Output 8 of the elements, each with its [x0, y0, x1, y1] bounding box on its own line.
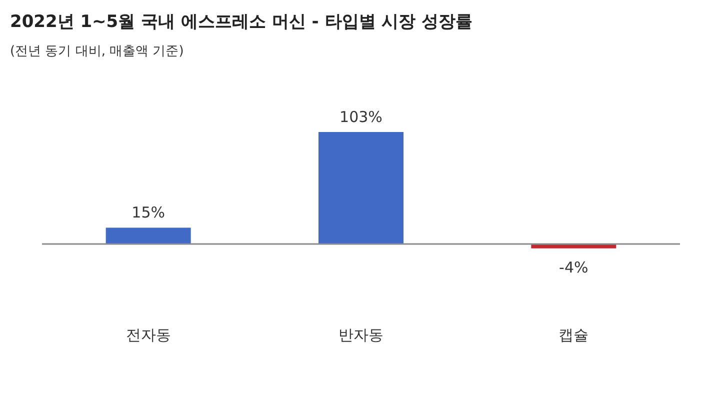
x-tick-label: 캡슐: [558, 326, 589, 344]
x-tick-label: 반자동: [338, 326, 384, 344]
data-label: 15%: [132, 204, 166, 222]
chart-subtitle: (전년 동기 대비, 매출액 기준): [10, 44, 184, 59]
data-label: -4%: [559, 258, 588, 276]
data-label: 103%: [340, 108, 382, 126]
x-tick-label: 전자동: [126, 326, 171, 344]
chart-title: 2022년 1~5월 국내 에스프레소 머신 - 타입별 시장 성장률: [10, 12, 473, 32]
